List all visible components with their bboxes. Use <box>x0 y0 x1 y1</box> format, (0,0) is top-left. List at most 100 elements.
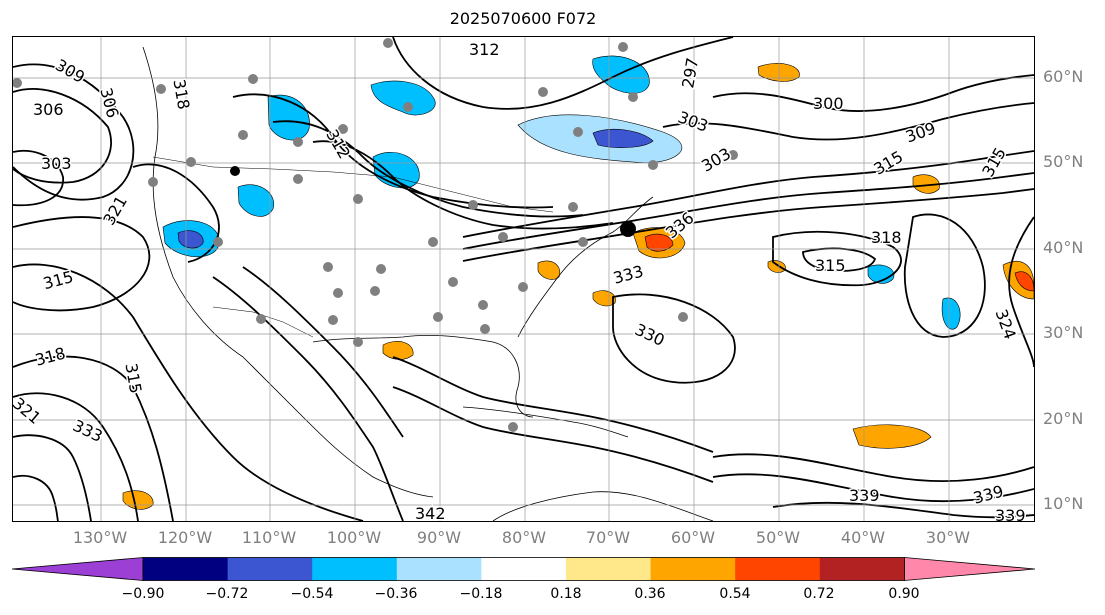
contour-label: 339 <box>971 482 1005 508</box>
contour-line <box>392 356 714 453</box>
lon-label: 30°W <box>925 528 971 547</box>
observation-marker <box>13 78 22 88</box>
contour-label: 339 <box>849 486 880 505</box>
observation-marker <box>353 194 363 204</box>
reference-point-marker <box>620 221 636 237</box>
lon-label: 90°W <box>416 528 462 547</box>
shaded-field-layer <box>122 55 1034 510</box>
contour-line <box>712 473 1034 503</box>
colorbar-extend-min <box>12 557 144 581</box>
lon-label: 70°W <box>585 528 631 547</box>
lat-label: 30°N <box>1043 323 1084 342</box>
lat-label: 10°N <box>1043 494 1084 513</box>
lon-label: 40°W <box>840 528 886 547</box>
contour-label: 309 <box>52 55 88 87</box>
colorbar-segment <box>650 557 736 581</box>
colorbar-tick-label: −0.90 <box>121 586 165 602</box>
observation-marker <box>293 137 303 147</box>
contour-label: 315 <box>978 144 1010 180</box>
negative-field-area <box>370 80 436 116</box>
contour-line <box>903 213 986 338</box>
observation-marker <box>338 124 348 134</box>
lat-label: 20°N <box>1043 409 1084 428</box>
contour-line <box>392 37 734 110</box>
coastline-layer <box>142 46 714 521</box>
observation-marker <box>618 42 628 52</box>
negative-field-area <box>237 184 275 217</box>
positive-strong-area <box>644 233 674 252</box>
contour-label: 297 <box>678 56 702 89</box>
lat-label: 50°N <box>1043 152 1084 171</box>
lon-label: 80°W <box>501 528 547 547</box>
east-coastline <box>517 196 654 338</box>
positive-field-area <box>767 260 786 273</box>
contour-line <box>462 188 1034 262</box>
colorbar-segment <box>481 557 567 581</box>
lon-label: 120°W <box>157 528 213 547</box>
weather-map[interactable]: 312 309 306 303 306 318 312 297 303 300 … <box>12 36 1035 522</box>
map-canvas: 312 309 306 303 306 318 312 297 303 300 … <box>13 37 1034 521</box>
colorbar-tick-label: −0.18 <box>459 586 503 602</box>
lat-lon-grid <box>13 37 1034 521</box>
contour-label: 315 <box>41 267 75 293</box>
map-title: 2025070600 F072 <box>449 9 597 28</box>
contour-line <box>462 172 1034 250</box>
observation-marker <box>678 312 688 322</box>
contour-label: 321 <box>13 394 45 428</box>
observation-marker <box>478 300 488 310</box>
colorbar-tick-label: 0.18 <box>550 586 582 602</box>
colorbar-tick-label: −0.36 <box>374 586 418 602</box>
colorbar-tick-label: −0.72 <box>205 586 249 602</box>
contour-label: 309 <box>903 118 938 146</box>
observation-marker <box>238 130 248 140</box>
contour-label: 339 <box>995 506 1026 521</box>
south-america-coastline <box>492 491 714 521</box>
colorbar-tick-label: 0.36 <box>634 586 666 602</box>
colorbar-extend-max <box>904 557 1035 581</box>
contour-label: 315 <box>870 147 906 179</box>
observation-marker <box>728 150 738 160</box>
contour-line <box>772 230 902 287</box>
contour-line <box>612 293 736 384</box>
lon-label: 110°W <box>241 528 297 547</box>
positive-field-area <box>122 490 154 510</box>
colorbar-segment <box>735 557 821 581</box>
positive-field-area <box>592 290 616 307</box>
gulf-coastline <box>312 334 534 418</box>
observation-markers <box>13 38 738 432</box>
observation-marker <box>480 324 490 334</box>
contour-line <box>13 475 59 521</box>
contour-line <box>1008 216 1034 368</box>
contour-label: 318 <box>169 78 193 111</box>
colorbar-segment <box>227 557 313 581</box>
contour-line <box>772 501 1034 519</box>
colorbar-segments <box>12 557 1035 581</box>
colorbar-tick-label: 0.90 <box>888 586 920 602</box>
observation-marker <box>333 288 343 298</box>
observation-marker <box>186 157 196 167</box>
contour-label: 303 <box>698 144 734 176</box>
observation-marker <box>353 337 363 347</box>
negative-field-area <box>592 55 650 94</box>
colorbar-segment <box>143 557 229 581</box>
observation-marker <box>156 84 166 94</box>
contour-label: 318 <box>33 344 67 370</box>
observation-marker <box>383 38 393 48</box>
positive-strong-area <box>1014 271 1034 292</box>
observation-marker <box>573 127 583 137</box>
colorbar-segment <box>819 557 905 581</box>
contour-label: 318 <box>871 228 902 247</box>
observation-marker <box>433 312 443 322</box>
contour-label: 342 <box>415 504 446 521</box>
contour-line <box>212 276 404 521</box>
observation-marker <box>148 177 158 187</box>
observation-marker <box>370 286 380 296</box>
contour-line-layer <box>13 37 1034 521</box>
contour-line <box>232 93 554 209</box>
contour-label: 312 <box>469 40 500 59</box>
contour-label: 315 <box>815 256 846 275</box>
colorbar-segment <box>566 557 652 581</box>
contour-label: 330 <box>632 320 668 350</box>
contour-label: 306 <box>96 86 122 120</box>
observation-marker <box>538 87 548 97</box>
